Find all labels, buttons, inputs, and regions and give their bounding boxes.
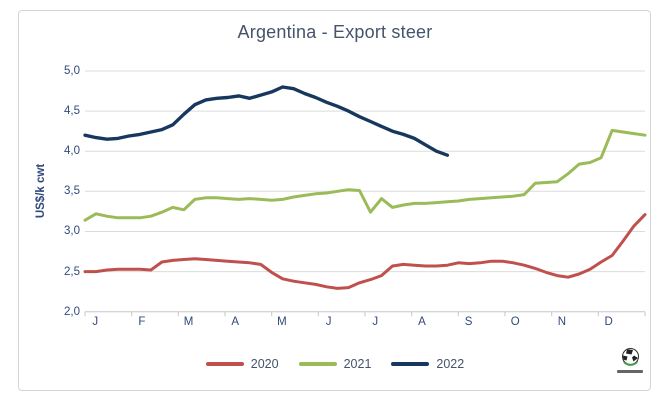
y-tick-label: 2,0 <box>64 305 80 318</box>
y-tick-label: 4,0 <box>64 145 80 158</box>
legend-item-2021: 2021 <box>298 357 372 371</box>
x-tick-label: M <box>277 316 287 328</box>
chart-frame <box>18 10 651 391</box>
legend-item-2020: 2020 <box>205 357 279 371</box>
globe-logo-icon <box>621 348 639 366</box>
x-tick-label: F <box>138 316 146 328</box>
y-tick-label: 4,5 <box>64 105 80 118</box>
legend-swatch-2022 <box>391 362 430 366</box>
y-tick-label: 3,5 <box>64 185 80 198</box>
watermark-logo <box>612 347 648 373</box>
y-axis-title: US$/k cwt <box>35 163 47 219</box>
chart-legend: 2020 2021 2022 <box>18 357 652 371</box>
legend-item-2022: 2022 <box>391 357 464 371</box>
series-line-2020 <box>83 213 647 290</box>
series-line-2022 <box>83 85 450 157</box>
x-tick-label: A <box>418 316 426 328</box>
legend-label: 2021 <box>343 357 372 371</box>
y-tick-label: 3,0 <box>64 225 80 238</box>
x-tick-label: J <box>92 316 99 328</box>
watermark-text <box>617 370 643 373</box>
x-tick-label: A <box>231 316 240 328</box>
x-tick-label: J <box>372 316 379 328</box>
chart-title: Argentina - Export steer <box>237 22 433 42</box>
y-tick-label: 5,0 <box>64 65 80 77</box>
y-tick-label: 2,5 <box>64 265 80 278</box>
series-line-2021 <box>83 128 647 222</box>
x-tick-label: M <box>183 316 194 328</box>
x-tick-label: N <box>557 316 567 328</box>
x-tick-label: D <box>604 316 613 328</box>
legend-label: 2022 <box>436 357 465 371</box>
x-tick-label: S <box>464 316 473 328</box>
x-tick-label: O <box>510 316 520 328</box>
legend-swatch-2020 <box>205 362 244 366</box>
x-tick-label: J <box>325 316 332 328</box>
legend-label: 2020 <box>250 357 279 371</box>
legend-swatch-2021 <box>298 362 337 366</box>
